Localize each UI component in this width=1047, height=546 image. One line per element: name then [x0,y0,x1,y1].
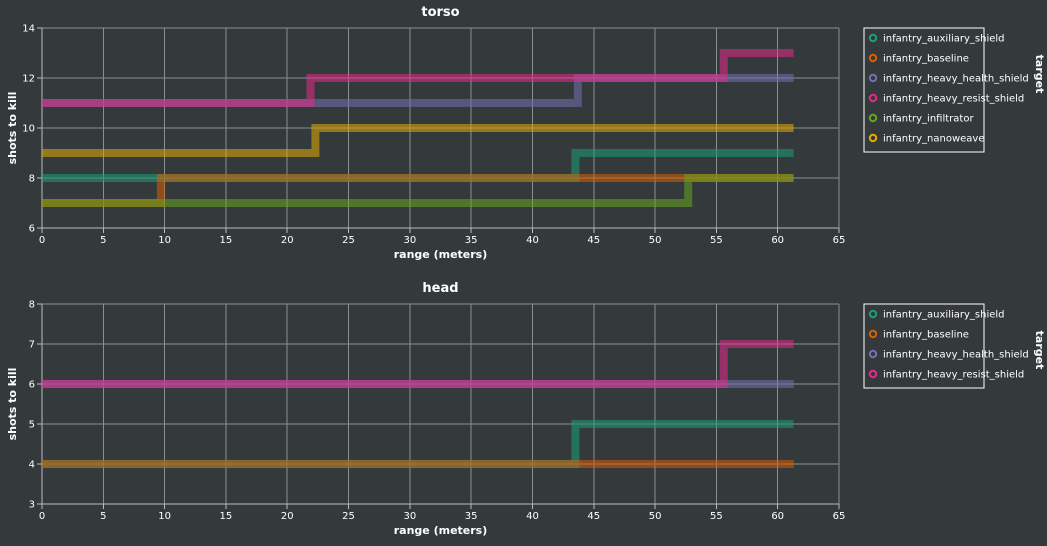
series-line-infantry_nanoweave [42,124,794,157]
x-tick-label: 25 [342,511,355,522]
y-tick-label: 4 [29,460,35,471]
x-axis-title: range (meters) [394,524,488,537]
y-axis-ticks: 6 8 10 12 14 [22,24,42,235]
y-tick-label: 5 [29,420,35,431]
x-axis-title: range (meters) [394,248,488,261]
x-tick-label: 60 [771,511,784,522]
series-lines [42,340,794,468]
legend-symbol [868,309,878,319]
y-tick-label: 14 [22,24,35,35]
legend-title: target [1033,331,1046,370]
x-tick-label: 50 [649,235,662,246]
x-tick-label: 10 [158,235,171,246]
y-tick-label: 6 [29,380,35,391]
legend-symbol [868,73,878,83]
y-tick-label: 7 [29,340,35,351]
x-tick-label: 40 [526,235,539,246]
legend-title: target [1033,55,1046,94]
x-tick-label: 50 [649,511,662,522]
x-tick-label: 0 [39,235,45,246]
x-tick-label: 0 [39,511,45,522]
legend-label: infantry_heavy_resist_shield [883,370,1024,381]
legend-label: infantry_baseline [883,330,969,341]
y-tick-label: 10 [22,124,35,135]
x-tick-label: 55 [710,235,723,246]
x-tick-label: 15 [220,511,233,522]
y-tick-label: 3 [29,500,35,511]
chart-title: head [422,281,458,296]
chart-title: torso [421,5,459,20]
x-axis-ticks: 0 5 10 15 20 25 30 35 40 45 50 55 60 65 [39,228,846,246]
y-tick-label: 6 [29,224,35,235]
series-line-infantry_heavy_resist_shield [42,49,794,107]
legend-label: infantry_auxiliary_shield [883,310,1005,321]
y-axis-title: shots to kill [6,368,19,441]
x-tick-label: 20 [281,235,294,246]
x-tick-label: 35 [465,235,478,246]
legend-symbol [868,329,878,339]
legend-symbol [868,93,878,103]
gridlines [41,303,840,505]
series-line-infantry_heavy_resist_shield [42,340,794,388]
x-tick-label: 45 [587,511,600,522]
x-tick-label: 5 [100,235,106,246]
y-axis-title: shots to kill [6,92,19,165]
legend-label: infantry_heavy_health_shield [883,350,1029,361]
x-tick-label: 30 [403,511,416,522]
y-axis-ticks: 3 4 5 6 7 8 [29,300,42,511]
x-tick-label: 55 [710,511,723,522]
legend-symbol [868,349,878,359]
x-tick-label: 5 [100,511,106,522]
legend-box [863,27,985,153]
x-tick-label: 60 [771,235,784,246]
legend-box [863,303,985,389]
y-tick-label: 8 [29,174,35,185]
x-tick-label: 40 [526,511,539,522]
y-tick-label: 12 [22,74,35,85]
series-lines [42,49,794,207]
x-tick-label: 65 [833,235,846,246]
x-axis-ticks: 0 5 10 15 20 25 30 35 40 45 50 55 60 65 [39,504,846,522]
legend-symbol [868,113,878,123]
x-tick-label: 25 [342,235,355,246]
legend-symbol [868,33,878,43]
x-tick-label: 15 [220,235,233,246]
legend-label: infantry_auxiliary_shield [883,34,1005,45]
x-tick-label: 30 [403,235,416,246]
x-tick-label: 45 [587,235,600,246]
x-tick-label: 10 [158,511,171,522]
y-tick-label: 8 [29,300,35,311]
legend-label: infantry_nanoweave [883,134,985,145]
series-line-infantry_infiltrator [42,174,794,207]
legend: infantry_auxiliary_shield infantry_baseli… [863,303,1046,389]
legend-label: infantry_heavy_health_shield [883,74,1029,85]
chart-panel-torso: 0 5 10 15 20 25 30 35 40 45 50 55 60 65 6 8 10 12 14 range … [6,5,1046,261]
legend-label: infantry_infiltrator [883,114,974,125]
series-line-infantry_auxiliary_shield [42,420,794,468]
x-tick-label: 35 [465,511,478,522]
legend-symbol [868,369,878,379]
legend-symbol [868,53,878,63]
legend-label: infantry_baseline [883,54,969,65]
legend-symbol [868,133,878,143]
legend: infantry_auxiliary_shield infantry_baseli… [863,27,1046,153]
legend-label: infantry_heavy_resist_shield [883,94,1024,105]
x-tick-label: 65 [833,511,846,522]
x-tick-label: 20 [281,511,294,522]
